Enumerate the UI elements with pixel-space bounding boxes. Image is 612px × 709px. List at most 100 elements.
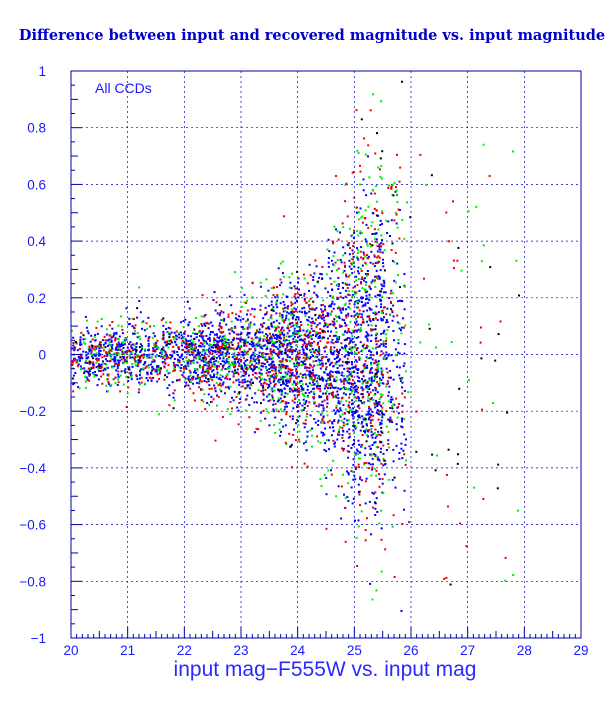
scatter-point — [286, 373, 289, 376]
scatter-point — [219, 330, 222, 333]
scatter-point — [230, 328, 233, 331]
scatter-point — [344, 540, 347, 543]
scatter-point — [289, 343, 292, 346]
scatter-point — [102, 349, 105, 352]
scatter-point — [275, 376, 278, 379]
scatter-point — [388, 184, 390, 187]
scatter-point — [358, 289, 361, 292]
scatter-point — [362, 310, 365, 313]
scatter-point — [84, 375, 87, 378]
scatter-point — [306, 385, 309, 388]
scatter-point — [264, 295, 267, 297]
scatter-point — [283, 306, 286, 309]
scatter-point — [379, 393, 382, 396]
scatter-point — [366, 387, 369, 390]
scatter-point — [333, 280, 336, 283]
scatter-point — [173, 389, 176, 392]
scatter-point — [136, 365, 139, 368]
scatter-point — [337, 420, 340, 423]
scatter-point — [164, 374, 167, 377]
scatter-point — [378, 245, 381, 248]
scatter-point — [224, 386, 227, 389]
scatter-point — [161, 348, 163, 351]
scatter-point — [207, 362, 210, 365]
scatter-point — [342, 226, 345, 228]
scatter-point — [367, 226, 370, 229]
scatter-point — [82, 334, 85, 337]
scatter-point — [273, 366, 276, 369]
scatter-point — [361, 221, 364, 224]
scatter-point — [344, 330, 346, 333]
scatter-point — [369, 408, 372, 411]
scatter-point — [240, 359, 243, 362]
scatter-point — [373, 255, 376, 258]
scatter-point — [368, 315, 371, 318]
scatter-point — [354, 478, 357, 481]
scatter-point — [320, 404, 323, 407]
scatter-point — [387, 326, 390, 328]
scatter-point — [340, 400, 343, 403]
scatter-point — [196, 353, 198, 356]
scatter-point — [180, 344, 183, 347]
scatter-point — [189, 371, 192, 374]
scatter-point — [352, 386, 355, 389]
scatter-point — [148, 336, 151, 339]
scatter-point — [328, 419, 331, 422]
scatter-point — [381, 177, 383, 180]
y-tick-label: 0.4 — [27, 234, 46, 249]
scatter-point — [387, 354, 390, 357]
scatter-point — [327, 261, 330, 264]
scatter-point — [83, 370, 86, 373]
scatter-point — [315, 307, 318, 310]
scatter-point — [329, 323, 332, 326]
scatter-point — [357, 315, 360, 318]
scatter-point — [241, 381, 244, 384]
scatter-point — [318, 349, 321, 352]
scatter-point — [266, 340, 268, 343]
scatter-point — [346, 360, 349, 363]
scatter-point — [318, 334, 321, 337]
scatter-point — [370, 281, 373, 284]
scatter-point — [171, 381, 174, 384]
scatter-point — [357, 323, 360, 326]
scatter-point — [364, 304, 367, 307]
scatter-point — [304, 332, 307, 335]
scatter-point — [161, 357, 164, 360]
scatter-point — [372, 318, 375, 321]
scatter-point — [180, 321, 183, 324]
scatter-point — [302, 361, 305, 363]
scatter-point — [380, 165, 383, 168]
scatter-point — [102, 343, 105, 346]
scatter-point — [348, 393, 351, 396]
scatter-point — [312, 320, 315, 323]
scatter-point — [367, 385, 370, 388]
scatter-point — [298, 325, 301, 328]
scatter-point — [364, 418, 367, 421]
scatter-point — [376, 132, 378, 135]
scatter-point — [370, 334, 373, 337]
scatter-point — [126, 356, 129, 359]
scatter-point — [360, 370, 363, 373]
scatter-point — [382, 352, 385, 355]
scatter-point — [325, 368, 327, 371]
scatter-point — [267, 304, 270, 307]
scatter-point — [220, 390, 223, 393]
scatter-point — [313, 417, 316, 420]
scatter-point — [398, 209, 401, 211]
scatter-point — [228, 328, 231, 331]
scatter-point — [319, 272, 322, 275]
scatter-point — [162, 324, 165, 327]
scatter-point — [364, 209, 367, 212]
scatter-point — [344, 324, 347, 327]
scatter-point — [374, 286, 377, 288]
scatter-point — [279, 284, 281, 287]
scatter-point — [246, 309, 249, 312]
scatter-point — [159, 352, 162, 354]
scatter-point — [172, 361, 175, 364]
scatter-point — [370, 192, 373, 195]
scatter-point — [231, 370, 234, 373]
scatter-point — [364, 502, 367, 505]
scatter-point — [78, 387, 81, 390]
scatter-point — [159, 370, 162, 373]
scatter-point — [291, 369, 294, 371]
